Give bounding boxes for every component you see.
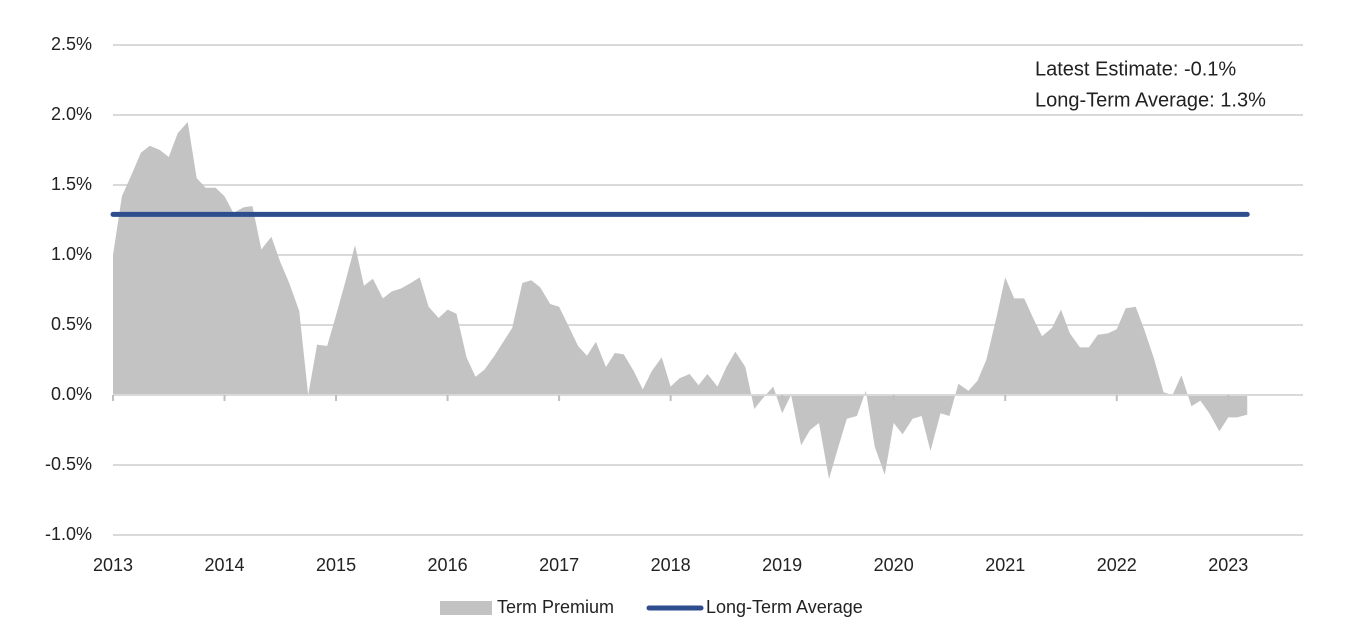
y-tick-label: 0.0% bbox=[51, 384, 92, 404]
legend-label: Term Premium bbox=[497, 597, 614, 617]
x-tick-label: 2020 bbox=[874, 555, 914, 575]
x-tick-label: 2015 bbox=[316, 555, 356, 575]
y-tick-label: 2.5% bbox=[51, 34, 92, 54]
area bbox=[113, 122, 1248, 479]
annotation: Latest Estimate: -0.1% bbox=[1035, 58, 1236, 80]
x-tick-label: 2021 bbox=[985, 555, 1025, 575]
y-tick-label: 2.0% bbox=[51, 104, 92, 124]
x-tick-label: 2022 bbox=[1097, 555, 1137, 575]
y-tick-label: -0.5% bbox=[45, 454, 92, 474]
x-tick-label: 2016 bbox=[428, 555, 468, 575]
x-tick-label: 2018 bbox=[651, 555, 691, 575]
x-tick-label: 2017 bbox=[539, 555, 579, 575]
x-tick-label: 2019 bbox=[762, 555, 802, 575]
legend-swatch bbox=[440, 601, 492, 615]
y-tick-label: -1.0% bbox=[45, 524, 92, 544]
x-tick-label: 2013 bbox=[93, 555, 133, 575]
annotation: Long-Term Average: 1.3% bbox=[1035, 89, 1266, 111]
x-tick-label: 2014 bbox=[205, 555, 245, 575]
x-tick-label: 2023 bbox=[1208, 555, 1248, 575]
legend-label: Long-Term Average bbox=[706, 597, 863, 617]
y-tick-label: 1.5% bbox=[51, 174, 92, 194]
y-tick-label: 1.0% bbox=[51, 244, 92, 264]
y-tick-label: 0.5% bbox=[51, 314, 92, 334]
